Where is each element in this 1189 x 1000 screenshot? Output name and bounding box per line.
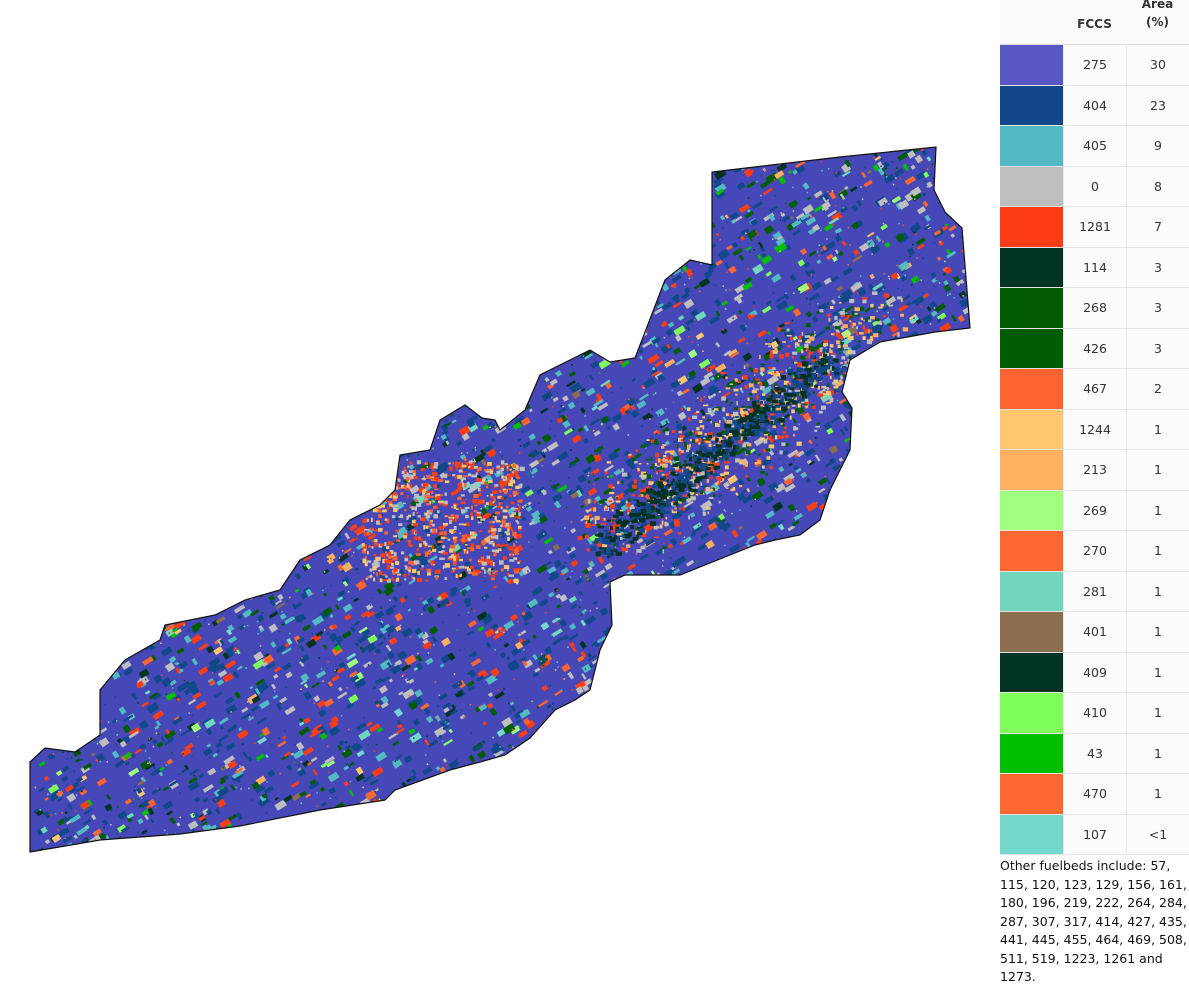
legend-code: 275 [1063, 45, 1126, 85]
legend-swatch [1000, 490, 1063, 530]
legend-row: 409 1 [1000, 652, 1189, 693]
legend-swatch [1000, 612, 1063, 652]
legend-area: 1 [1126, 531, 1189, 571]
legend-row: 114 3 [1000, 247, 1189, 288]
legend-swatch [1000, 369, 1063, 409]
legend-header: FCCS Area (%) [1000, 0, 1189, 45]
legend-code: 1281 [1063, 207, 1126, 247]
legend-area: 23 [1126, 85, 1189, 125]
legend-rows: 275 30 404 23 405 9 0 8 1281 7 114 3 268 3 426 3 467 2 124… [1000, 45, 1189, 855]
legend-swatch [1000, 126, 1063, 166]
legend-swatch [1000, 328, 1063, 368]
legend-area: 3 [1126, 288, 1189, 328]
legend-swatch [1000, 733, 1063, 773]
legend-row: 405 9 [1000, 126, 1189, 167]
legend-code: 0 [1063, 166, 1126, 206]
legend-area: 7 [1126, 207, 1189, 247]
legend-swatch [1000, 166, 1063, 206]
legend-row: 467 2 [1000, 369, 1189, 410]
legend-note: Other fuelbeds include: 57, 115, 120, 12… [1000, 858, 1187, 984]
legend-area: 1 [1126, 774, 1189, 814]
map-base-fill [30, 147, 970, 852]
legend-header-area-part: Area [1141, 0, 1174, 11]
legend-area: 1 [1126, 571, 1189, 611]
legend-swatch [1000, 693, 1063, 733]
legend-area: 1 [1126, 490, 1189, 530]
legend-swatch [1000, 531, 1063, 571]
region-outline [29, 146, 971, 853]
legend-header-area-part: (%) [1146, 15, 1169, 29]
legend-row: 213 1 [1000, 450, 1189, 491]
legend-row: 43 1 [1000, 733, 1189, 774]
legend-row: 404 23 [1000, 85, 1189, 126]
legend-row: 275 30 [1000, 45, 1189, 86]
legend-header-area: Area (%) [1126, 0, 1189, 44]
legend-code: 409 [1063, 652, 1126, 692]
legend-code: 213 [1063, 450, 1126, 490]
legend-area: 1 [1126, 733, 1189, 773]
legend-row: 270 1 [1000, 531, 1189, 572]
legend-code: 1244 [1063, 409, 1126, 449]
legend-swatch [1000, 207, 1063, 247]
legend-swatch [1000, 774, 1063, 814]
legend-row: 1244 1 [1000, 409, 1189, 450]
legend-code: 268 [1063, 288, 1126, 328]
legend-row: 107 <1 [1000, 814, 1189, 855]
legend-code: 410 [1063, 693, 1126, 733]
legend-area: 1 [1126, 693, 1189, 733]
legend-table: FCCS Area (%) 275 30 404 23 405 9 0 8 1281 7 114 3 26… [1000, 0, 1189, 987]
legend-code: 401 [1063, 612, 1126, 652]
legend-code: 404 [1063, 85, 1126, 125]
legend-area: 3 [1126, 328, 1189, 368]
legend-swatch [1000, 409, 1063, 449]
legend-row: 1281 7 [1000, 207, 1189, 248]
legend-area: 1 [1126, 450, 1189, 490]
legend-row: 410 1 [1000, 693, 1189, 734]
fuelbed-map [29, 146, 971, 853]
legend-code: 405 [1063, 126, 1126, 166]
legend-swatch [1000, 450, 1063, 490]
legend-code: 470 [1063, 774, 1126, 814]
map-svg [29, 146, 971, 853]
legend-code: 270 [1063, 531, 1126, 571]
legend-code: 467 [1063, 369, 1126, 409]
legend-area: 1 [1126, 612, 1189, 652]
legend-swatch [1000, 288, 1063, 328]
legend-swatch [1000, 247, 1063, 287]
legend-header-code: FCCS [1077, 17, 1112, 31]
legend-code: 43 [1063, 733, 1126, 773]
legend-row: 470 1 [1000, 774, 1189, 815]
legend-row: 401 1 [1000, 612, 1189, 653]
legend-area: 8 [1126, 166, 1189, 206]
legend-area: <1 [1126, 814, 1189, 854]
legend-code: 269 [1063, 490, 1126, 530]
legend-code: 426 [1063, 328, 1126, 368]
legend-area: 1 [1126, 409, 1189, 449]
legend-swatch [1000, 814, 1063, 854]
legend-row: 269 1 [1000, 490, 1189, 531]
legend-area: 30 [1126, 45, 1189, 85]
legend-area: 2 [1126, 369, 1189, 409]
legend-row: 426 3 [1000, 328, 1189, 369]
legend-row: 281 1 [1000, 571, 1189, 612]
legend-swatch [1000, 571, 1063, 611]
legend-row: 268 3 [1000, 288, 1189, 329]
legend-code: 281 [1063, 571, 1126, 611]
legend-code: 114 [1063, 247, 1126, 287]
legend-code: 107 [1063, 814, 1126, 854]
legend-swatch [1000, 652, 1063, 692]
legend-area: 9 [1126, 126, 1189, 166]
map-raster-layer [30, 147, 970, 852]
legend-swatch [1000, 45, 1063, 85]
legend-swatch [1000, 85, 1063, 125]
legend-area: 1 [1126, 652, 1189, 692]
legend-area: 3 [1126, 247, 1189, 287]
